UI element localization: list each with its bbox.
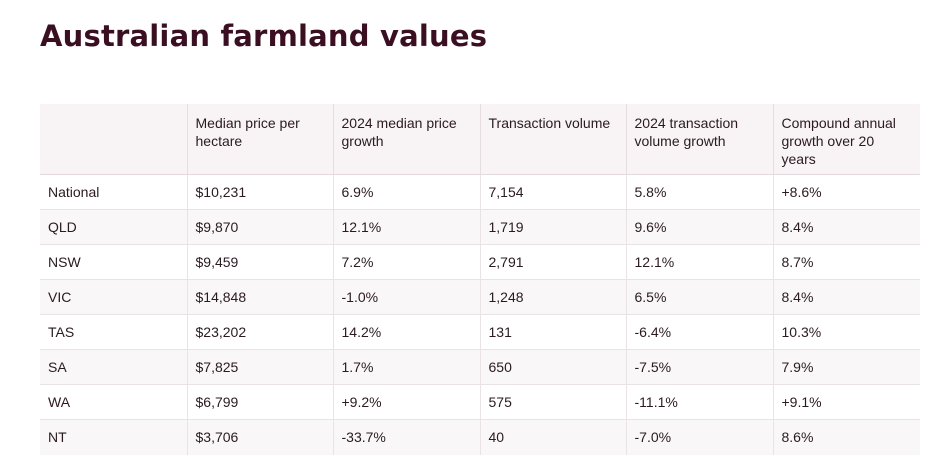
cell-price-growth: -1.0% (332, 279, 480, 315)
header-cell-transaction-volume: Transaction volume (479, 104, 626, 175)
cell-region: SA (40, 349, 187, 385)
table-row: WA $6,799 +9.2% 575 -11.1% +9.1% (40, 384, 920, 420)
cell-median-price: $10,231 (186, 174, 333, 210)
header-cell-price-growth: 2024 median price growth (332, 104, 480, 175)
cell-volume-growth: 12.1% (625, 244, 773, 280)
cell-median-price: $23,202 (186, 314, 333, 350)
cell-region: National (40, 174, 187, 210)
cell-compound-growth: 10.3% (772, 314, 920, 350)
cell-volume-growth: 5.8% (625, 174, 773, 210)
cell-region: QLD (40, 209, 187, 245)
table-body: National $10,231 6.9% 7,154 5.8% +8.6% QLD $9,8… (40, 174, 920, 455)
table-row: QLD $9,870 12.1% 1,719 9.6% 8.4% (40, 209, 920, 245)
cell-compound-growth: +8.6% (772, 174, 920, 210)
farmland-table-container: Median price per hectare 2024 median pri… (40, 104, 920, 455)
header-row: Median price per hectare 2024 median pri… (40, 104, 920, 175)
cell-volume-growth: -11.1% (625, 384, 773, 420)
table-row: TAS $23,202 14.2% 131 -6.4% 10.3% (40, 314, 920, 350)
cell-price-growth: 1.7% (332, 349, 480, 385)
cell-median-price: $6,799 (186, 384, 333, 420)
cell-transaction-volume: 131 (479, 314, 626, 350)
cell-volume-growth: 9.6% (625, 209, 773, 245)
cell-price-growth: 7.2% (332, 244, 480, 280)
cell-compound-growth: 8.7% (772, 244, 920, 280)
cell-median-price: $9,459 (186, 244, 333, 280)
cell-median-price: $14,848 (186, 279, 333, 315)
table-row: National $10,231 6.9% 7,154 5.8% +8.6% (40, 174, 920, 210)
table-header: Median price per hectare 2024 median pri… (40, 104, 920, 175)
cell-compound-growth: 8.4% (772, 279, 920, 315)
cell-price-growth: +9.2% (332, 384, 480, 420)
cell-volume-growth: 6.5% (625, 279, 773, 315)
cell-price-growth: 6.9% (332, 174, 480, 210)
cell-median-price: $7,825 (186, 349, 333, 385)
cell-volume-growth: -7.5% (625, 349, 773, 385)
header-cell-compound-growth: Compound annual growth over 20 years (772, 104, 920, 175)
header-cell-region (40, 104, 187, 175)
cell-compound-growth: 8.6% (772, 419, 920, 455)
table-row: VIC $14,848 -1.0% 1,248 6.5% 8.4% (40, 279, 920, 315)
header-cell-median-price: Median price per hectare (186, 104, 333, 175)
cell-price-growth: 14.2% (332, 314, 480, 350)
cell-compound-growth: 7.9% (772, 349, 920, 385)
table-row: NSW $9,459 7.2% 2,791 12.1% 8.7% (40, 244, 920, 280)
cell-price-growth: 12.1% (332, 209, 480, 245)
table-row: NT $3,706 -33.7% 40 -7.0% 8.6% (40, 419, 920, 455)
cell-median-price: $9,870 (186, 209, 333, 245)
cell-compound-growth: +9.1% (772, 384, 920, 420)
cell-transaction-volume: 7,154 (479, 174, 626, 210)
cell-transaction-volume: 575 (479, 384, 626, 420)
cell-region: NT (40, 419, 187, 455)
cell-region: NSW (40, 244, 187, 280)
cell-region: WA (40, 384, 187, 420)
cell-transaction-volume: 650 (479, 349, 626, 385)
cell-transaction-volume: 40 (479, 419, 626, 455)
table-row: SA $7,825 1.7% 650 -7.5% 7.9% (40, 349, 920, 385)
cell-compound-growth: 8.4% (772, 209, 920, 245)
cell-volume-growth: -7.0% (625, 419, 773, 455)
cell-median-price: $3,706 (186, 419, 333, 455)
cell-transaction-volume: 1,248 (479, 279, 626, 315)
cell-price-growth: -33.7% (332, 419, 480, 455)
header-cell-volume-growth: 2024 transaction volume growth (625, 104, 773, 175)
cell-transaction-volume: 2,791 (479, 244, 626, 280)
cell-region: TAS (40, 314, 187, 350)
farmland-values-table: Median price per hectare 2024 median pri… (40, 104, 920, 455)
cell-volume-growth: -6.4% (625, 314, 773, 350)
cell-region: VIC (40, 279, 187, 315)
page-title: Australian farmland values (40, 19, 488, 53)
cell-transaction-volume: 1,719 (479, 209, 626, 245)
